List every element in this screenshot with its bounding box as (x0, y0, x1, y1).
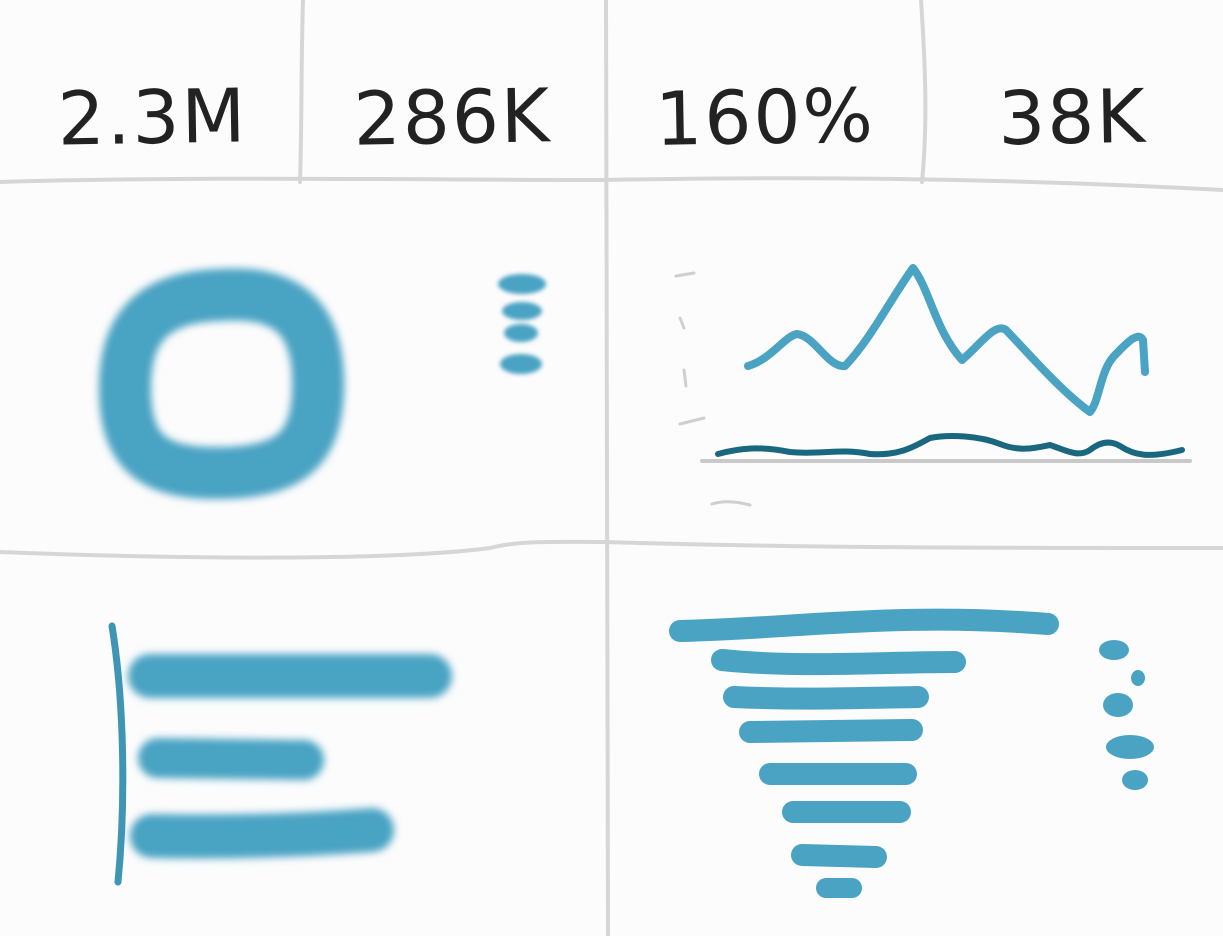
x-axis-label-mark (710, 500, 752, 507)
grid-hline-top (0, 176, 1223, 192)
y-axis-tick (678, 416, 706, 426)
grid-hline-middle (0, 539, 1223, 560)
legend-dot (500, 354, 542, 374)
y-axis-tick (674, 271, 696, 278)
grid-vline-kpi-1 (298, 0, 305, 184)
funnel-chart (669, 608, 1059, 898)
kpi-value-4: 38K (997, 73, 1148, 163)
funnel-stage (711, 649, 966, 676)
legend-dot (1122, 770, 1148, 790)
bar (130, 808, 394, 859)
kpi-value-2: 286K (352, 73, 553, 163)
funnel-stage (723, 686, 929, 710)
kpi-value-1: 2.3M (56, 73, 249, 163)
series-secondary-line (715, 433, 1185, 458)
bar-chart (108, 622, 452, 886)
legend-dot (1099, 640, 1129, 660)
funnel-legend (1099, 640, 1154, 790)
legend-dot (1106, 735, 1154, 759)
funnel-stage (669, 608, 1059, 642)
y-axis-tick (682, 368, 688, 388)
y-axis-tick (678, 316, 686, 330)
grid-vline-main (603, 0, 610, 936)
donut-legend (498, 274, 546, 374)
legend-dot (1131, 670, 1145, 686)
legend-dot (498, 274, 546, 294)
series-primary-line (744, 264, 1149, 416)
legend-dot (502, 302, 542, 320)
funnel-stage (739, 719, 923, 743)
line-chart (674, 264, 1192, 507)
legend-dot (1103, 693, 1133, 717)
bar-axis (108, 622, 127, 886)
funnel-stage (791, 844, 887, 868)
donut-ring (98, 268, 345, 500)
grid-vline-kpi-3 (919, 0, 928, 184)
legend-dot (504, 324, 538, 342)
kpi-value-3: 160% (654, 73, 876, 163)
donut-chart (98, 268, 345, 500)
bar (138, 738, 324, 780)
